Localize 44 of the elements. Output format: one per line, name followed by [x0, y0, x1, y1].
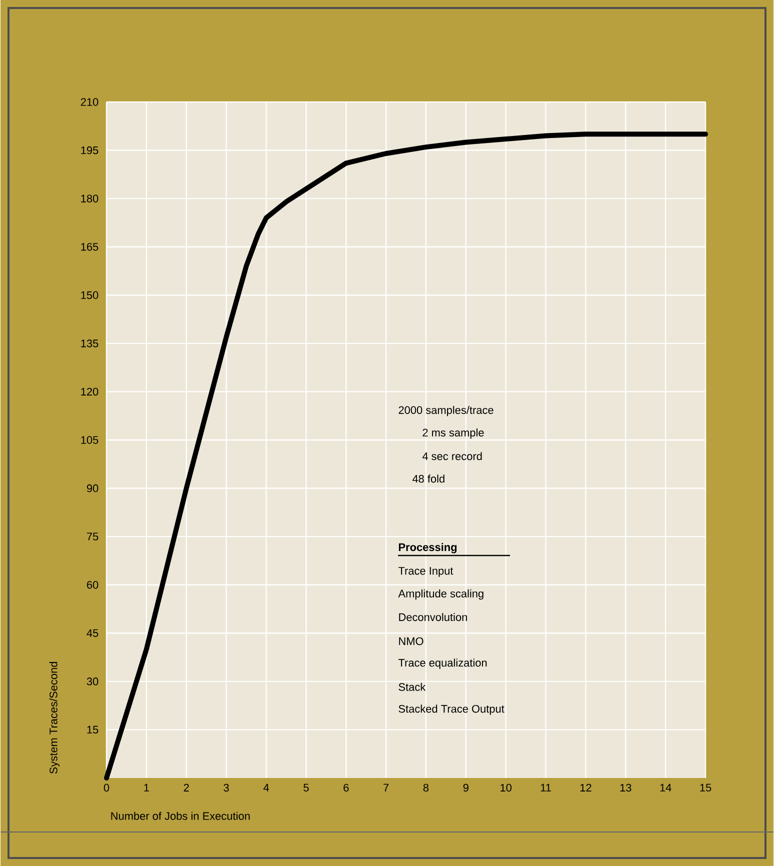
x-tick-label: 1: [144, 784, 149, 792]
annotation: Amplitude scaling: [398, 589, 484, 600]
annotation: Processing: [398, 543, 457, 554]
y-tick-label: 15: [87, 726, 98, 734]
y-tick-label: 75: [87, 532, 98, 540]
x-tick-label: 14: [660, 784, 672, 792]
y-tick-label: 105: [81, 436, 98, 444]
y-tick-label: 45: [86, 629, 98, 637]
y-tick-label: 210: [80, 98, 98, 106]
annotation: 2000 samples/trace: [398, 406, 494, 416]
y-tick-label: 195: [81, 146, 98, 154]
annotation: 2 ms sample: [422, 428, 484, 439]
x-tick-label: 6: [344, 784, 349, 792]
x-tick-label: 7: [384, 784, 389, 792]
y-tick-label: 90: [86, 484, 98, 492]
y-axis-title: System Traces/Second: [49, 662, 60, 774]
x-tick-label: 13: [620, 784, 632, 792]
annotation: Trace equalization: [398, 658, 487, 669]
y-tick-label: 30: [86, 678, 98, 686]
y-tick-label: 180: [81, 194, 98, 202]
annotation: 48 fold: [412, 474, 444, 483]
y-tick-label: 60: [87, 580, 98, 589]
x-tick-label: 2: [184, 784, 189, 792]
annotation: Stacked Trace Output: [398, 704, 504, 715]
x-tick-label: 3: [224, 784, 229, 792]
y-tick-label: 120: [81, 388, 98, 396]
annotation: Trace Input: [398, 567, 454, 577]
x-tick-label: 0: [104, 784, 110, 792]
x-tick-label: 15: [700, 784, 712, 792]
x-tick-label: 11: [540, 784, 551, 792]
annotation: Stack: [398, 682, 426, 691]
annotation: Deconvolution: [399, 613, 467, 622]
y-tick-label: 165: [81, 242, 98, 251]
y-tick-label: 150: [81, 291, 98, 300]
annotation: NMO: [399, 637, 424, 646]
x-axis-title: Number of Jobs in Execution: [111, 812, 250, 820]
x-tick-label: 12: [580, 784, 592, 792]
y-tick-label: 135: [81, 340, 98, 348]
annotation: 4 sec record: [422, 452, 482, 460]
x-tick-label: 10: [500, 784, 512, 792]
x-tick-label: 5: [304, 784, 309, 792]
x-tick-label: 9: [463, 784, 468, 792]
x-tick-label: 4: [263, 784, 269, 792]
x-tick-label: 8: [423, 784, 429, 792]
